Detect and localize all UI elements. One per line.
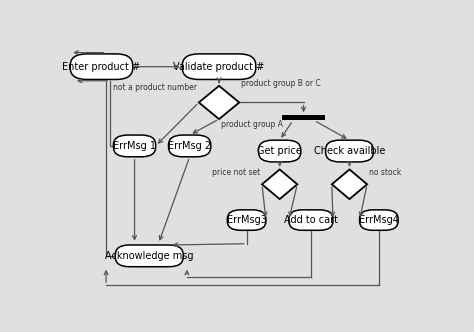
- FancyBboxPatch shape: [289, 210, 333, 230]
- Bar: [283, 115, 325, 121]
- Text: Check availble: Check availble: [314, 146, 385, 156]
- Text: ErrMsg3: ErrMsg3: [227, 215, 266, 225]
- Polygon shape: [262, 169, 297, 199]
- Text: product group A: product group A: [221, 121, 283, 129]
- Text: product group B or C: product group B or C: [241, 79, 321, 88]
- FancyBboxPatch shape: [70, 54, 133, 79]
- FancyBboxPatch shape: [182, 54, 256, 79]
- FancyBboxPatch shape: [258, 140, 301, 162]
- Text: Add to cart: Add to cart: [284, 215, 338, 225]
- Text: ErrMsg 1: ErrMsg 1: [113, 141, 156, 151]
- FancyBboxPatch shape: [169, 135, 211, 157]
- Text: no stock: no stock: [369, 168, 401, 177]
- Polygon shape: [332, 169, 367, 199]
- FancyBboxPatch shape: [326, 140, 374, 162]
- FancyBboxPatch shape: [113, 135, 155, 157]
- FancyBboxPatch shape: [228, 210, 266, 230]
- Text: not a product number: not a product number: [113, 83, 197, 92]
- Text: ErrMsg 2: ErrMsg 2: [168, 141, 211, 151]
- Text: ErrMsg4: ErrMsg4: [359, 215, 399, 225]
- Polygon shape: [199, 86, 239, 119]
- Text: Validate product #: Validate product #: [173, 62, 264, 72]
- Text: Acknowledge msg: Acknowledge msg: [105, 251, 193, 261]
- Text: Get price: Get price: [257, 146, 302, 156]
- Text: Enter product #: Enter product #: [63, 62, 141, 72]
- FancyBboxPatch shape: [360, 210, 398, 230]
- Text: price not set: price not set: [212, 168, 260, 177]
- FancyBboxPatch shape: [115, 245, 183, 267]
